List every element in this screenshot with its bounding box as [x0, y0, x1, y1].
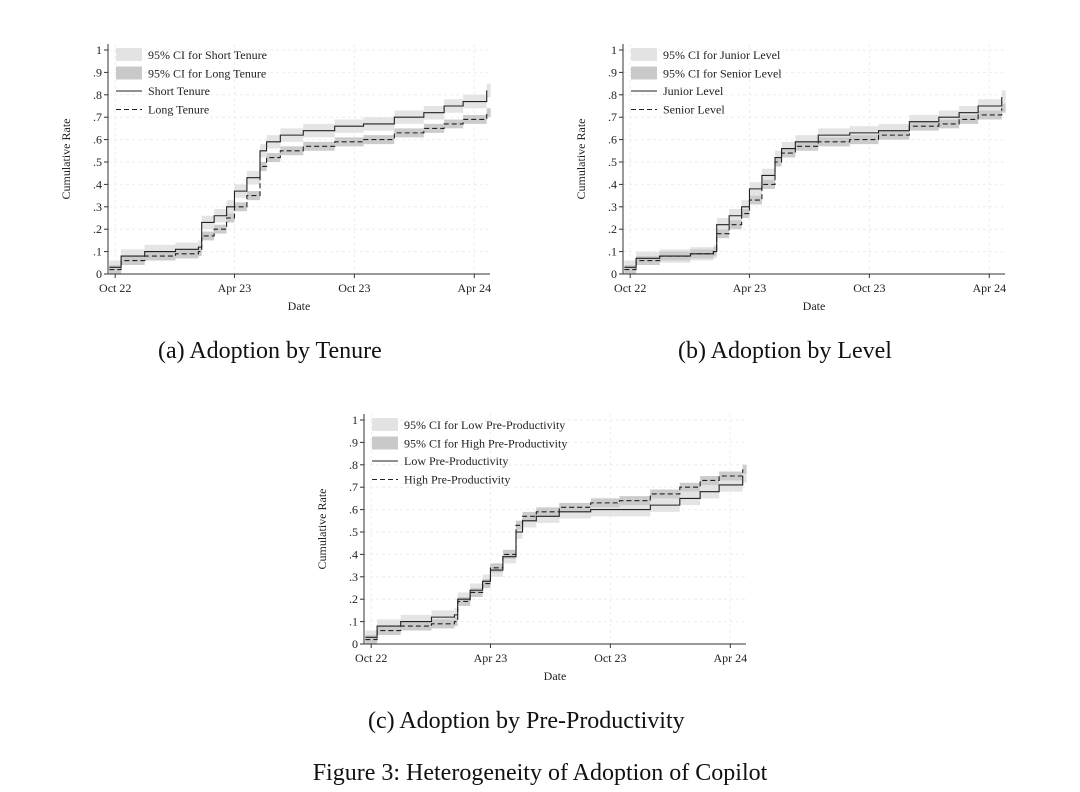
x-tick-label: Apr 24	[713, 651, 747, 665]
x-axis-label: Date	[544, 669, 567, 683]
legend-label-series-2: High Pre-Productivity	[404, 473, 510, 487]
chart-panel-a: 0 .1 .2 .3 .4 .5 .6 .7 .8 .9 1 Oct 22 Apr 23 Oct 23 Ap…	[50, 30, 510, 320]
y-tick-label: .7	[349, 480, 358, 494]
x-tick-label: Oct 22	[355, 651, 387, 665]
y-tick-label: 0	[96, 267, 102, 281]
legend-label-series-1: Short Tenure	[148, 84, 210, 98]
x-tick-label: Apr 23	[474, 651, 508, 665]
y-tick-label: 1	[611, 43, 617, 57]
y-tick-label: .4	[608, 177, 617, 191]
chart-a: 0 .1 .2 .3 .4 .5 .6 .7 .8 .9 1 Oct 22 Apr 23 Oct 23 Ap…	[59, 43, 491, 313]
series-line-1	[109, 90, 488, 268]
legend-swatch-ci-1	[631, 48, 657, 61]
legend-swatch-ci-1	[372, 418, 398, 431]
x-tick-label: Oct 22	[614, 281, 646, 295]
y-tick-label: .5	[93, 155, 102, 169]
y-tick-label: .8	[349, 458, 358, 472]
y-tick-label: .1	[349, 615, 358, 629]
ci-band-2	[109, 108, 491, 275]
ci-band-1	[624, 90, 1006, 274]
y-tick-label: .9	[608, 65, 617, 79]
y-axis-label: Cumulative Rate	[315, 489, 329, 570]
y-tick-label: .3	[349, 570, 358, 584]
ci-band-1	[365, 469, 747, 644]
x-tick-label: Apr 23	[733, 281, 767, 295]
legend-label-ci-1: 95% CI for Junior Level	[663, 48, 781, 62]
y-tick-label: .8	[93, 88, 102, 102]
y-tick-label: .7	[608, 110, 617, 124]
x-tick-label: Apr 23	[218, 281, 252, 295]
y-tick-label: .2	[349, 592, 358, 606]
legend-label-series-1: Low Pre-Productivity	[404, 454, 508, 468]
y-tick-label: 1	[352, 413, 358, 427]
legend-label-series-2: Senior Level	[663, 103, 725, 117]
legend-swatch-ci-2	[116, 66, 142, 80]
chart-panel-c: 0 .1 .2 .3 .4 .5 .6 .7 .8 .9 1 Oct 22 Apr 23 Oct 23 Ap…	[306, 400, 766, 690]
y-tick-label: .7	[93, 110, 102, 124]
legend-label-ci-2: 95% CI for High Pre-Productivity	[404, 437, 567, 451]
series-line-2	[365, 469, 744, 641]
caption-a: (a) Adoption by Tenure	[158, 338, 382, 364]
caption-c: (c) Adoption by Pre-Productivity	[368, 708, 685, 734]
y-tick-label: .9	[349, 435, 358, 449]
y-tick-label: .9	[93, 65, 102, 79]
y-tick-label: 0	[352, 637, 358, 651]
x-axis-label: Date	[803, 299, 826, 313]
y-tick-label: .8	[608, 88, 617, 102]
y-tick-label: 1	[96, 43, 102, 57]
y-tick-label: .6	[349, 503, 358, 517]
x-tick-label: Oct 23	[338, 281, 370, 295]
y-axis-label: Cumulative Rate	[59, 119, 73, 200]
x-tick-label: Oct 22	[99, 281, 131, 295]
y-tick-label: .3	[608, 200, 617, 214]
ci-band-2	[624, 103, 1006, 274]
y-axis-label: Cumulative Rate	[574, 119, 588, 200]
legend-label-ci-1: 95% CI for Short Tenure	[148, 48, 267, 62]
x-tick-label: Oct 23	[594, 651, 626, 665]
y-tick-label: .1	[93, 245, 102, 259]
y-tick-label: 0	[611, 267, 617, 281]
x-tick-label: Apr 24	[972, 281, 1006, 295]
legend-swatch-ci-2	[631, 66, 657, 80]
figure-title: Figure 3: Heterogeneity of Adoption of C…	[312, 760, 768, 786]
chart-c: 0 .1 .2 .3 .4 .5 .6 .7 .8 .9 1 Oct 22 Apr 23 Oct 23 Ap…	[315, 413, 747, 683]
chart-panel-b: 0 .1 .2 .3 .4 .5 .6 .7 .8 .9 1 Oct 22 Apr 23 Oct 23 Ap…	[565, 30, 1025, 320]
y-tick-label: .4	[93, 177, 102, 191]
legend-label-ci-1: 95% CI for Low Pre-Productivity	[404, 418, 565, 432]
y-tick-label: .2	[608, 222, 617, 236]
y-tick-label: .4	[349, 547, 358, 561]
y-tick-label: .2	[93, 222, 102, 236]
y-tick-label: .6	[608, 133, 617, 147]
chart-b: 0 .1 .2 .3 .4 .5 .6 .7 .8 .9 1 Oct 22 Apr 23 Oct 23 Ap…	[574, 43, 1006, 313]
legend-label-series-2: Long Tenure	[148, 103, 209, 117]
series-line-1	[365, 476, 744, 638]
ci-band-1	[109, 83, 491, 274]
caption-b: (b) Adoption by Level	[678, 338, 892, 364]
series-line-2	[624, 108, 1003, 271]
y-tick-label: .1	[608, 245, 617, 259]
x-axis-label: Date	[288, 299, 311, 313]
legend-swatch-ci-1	[116, 48, 142, 61]
series-line-2	[109, 112, 488, 271]
y-tick-label: .3	[93, 200, 102, 214]
y-tick-label: .5	[608, 155, 617, 169]
x-tick-label: Oct 23	[853, 281, 885, 295]
legend-label-ci-2: 95% CI for Long Tenure	[148, 67, 266, 81]
y-tick-label: .6	[93, 133, 102, 147]
y-tick-label: .5	[349, 525, 358, 539]
legend-label-series-1: Junior Level	[663, 84, 724, 98]
x-tick-label: Apr 24	[457, 281, 491, 295]
legend-label-ci-2: 95% CI for Senior Level	[663, 67, 782, 81]
legend-swatch-ci-2	[372, 436, 398, 450]
